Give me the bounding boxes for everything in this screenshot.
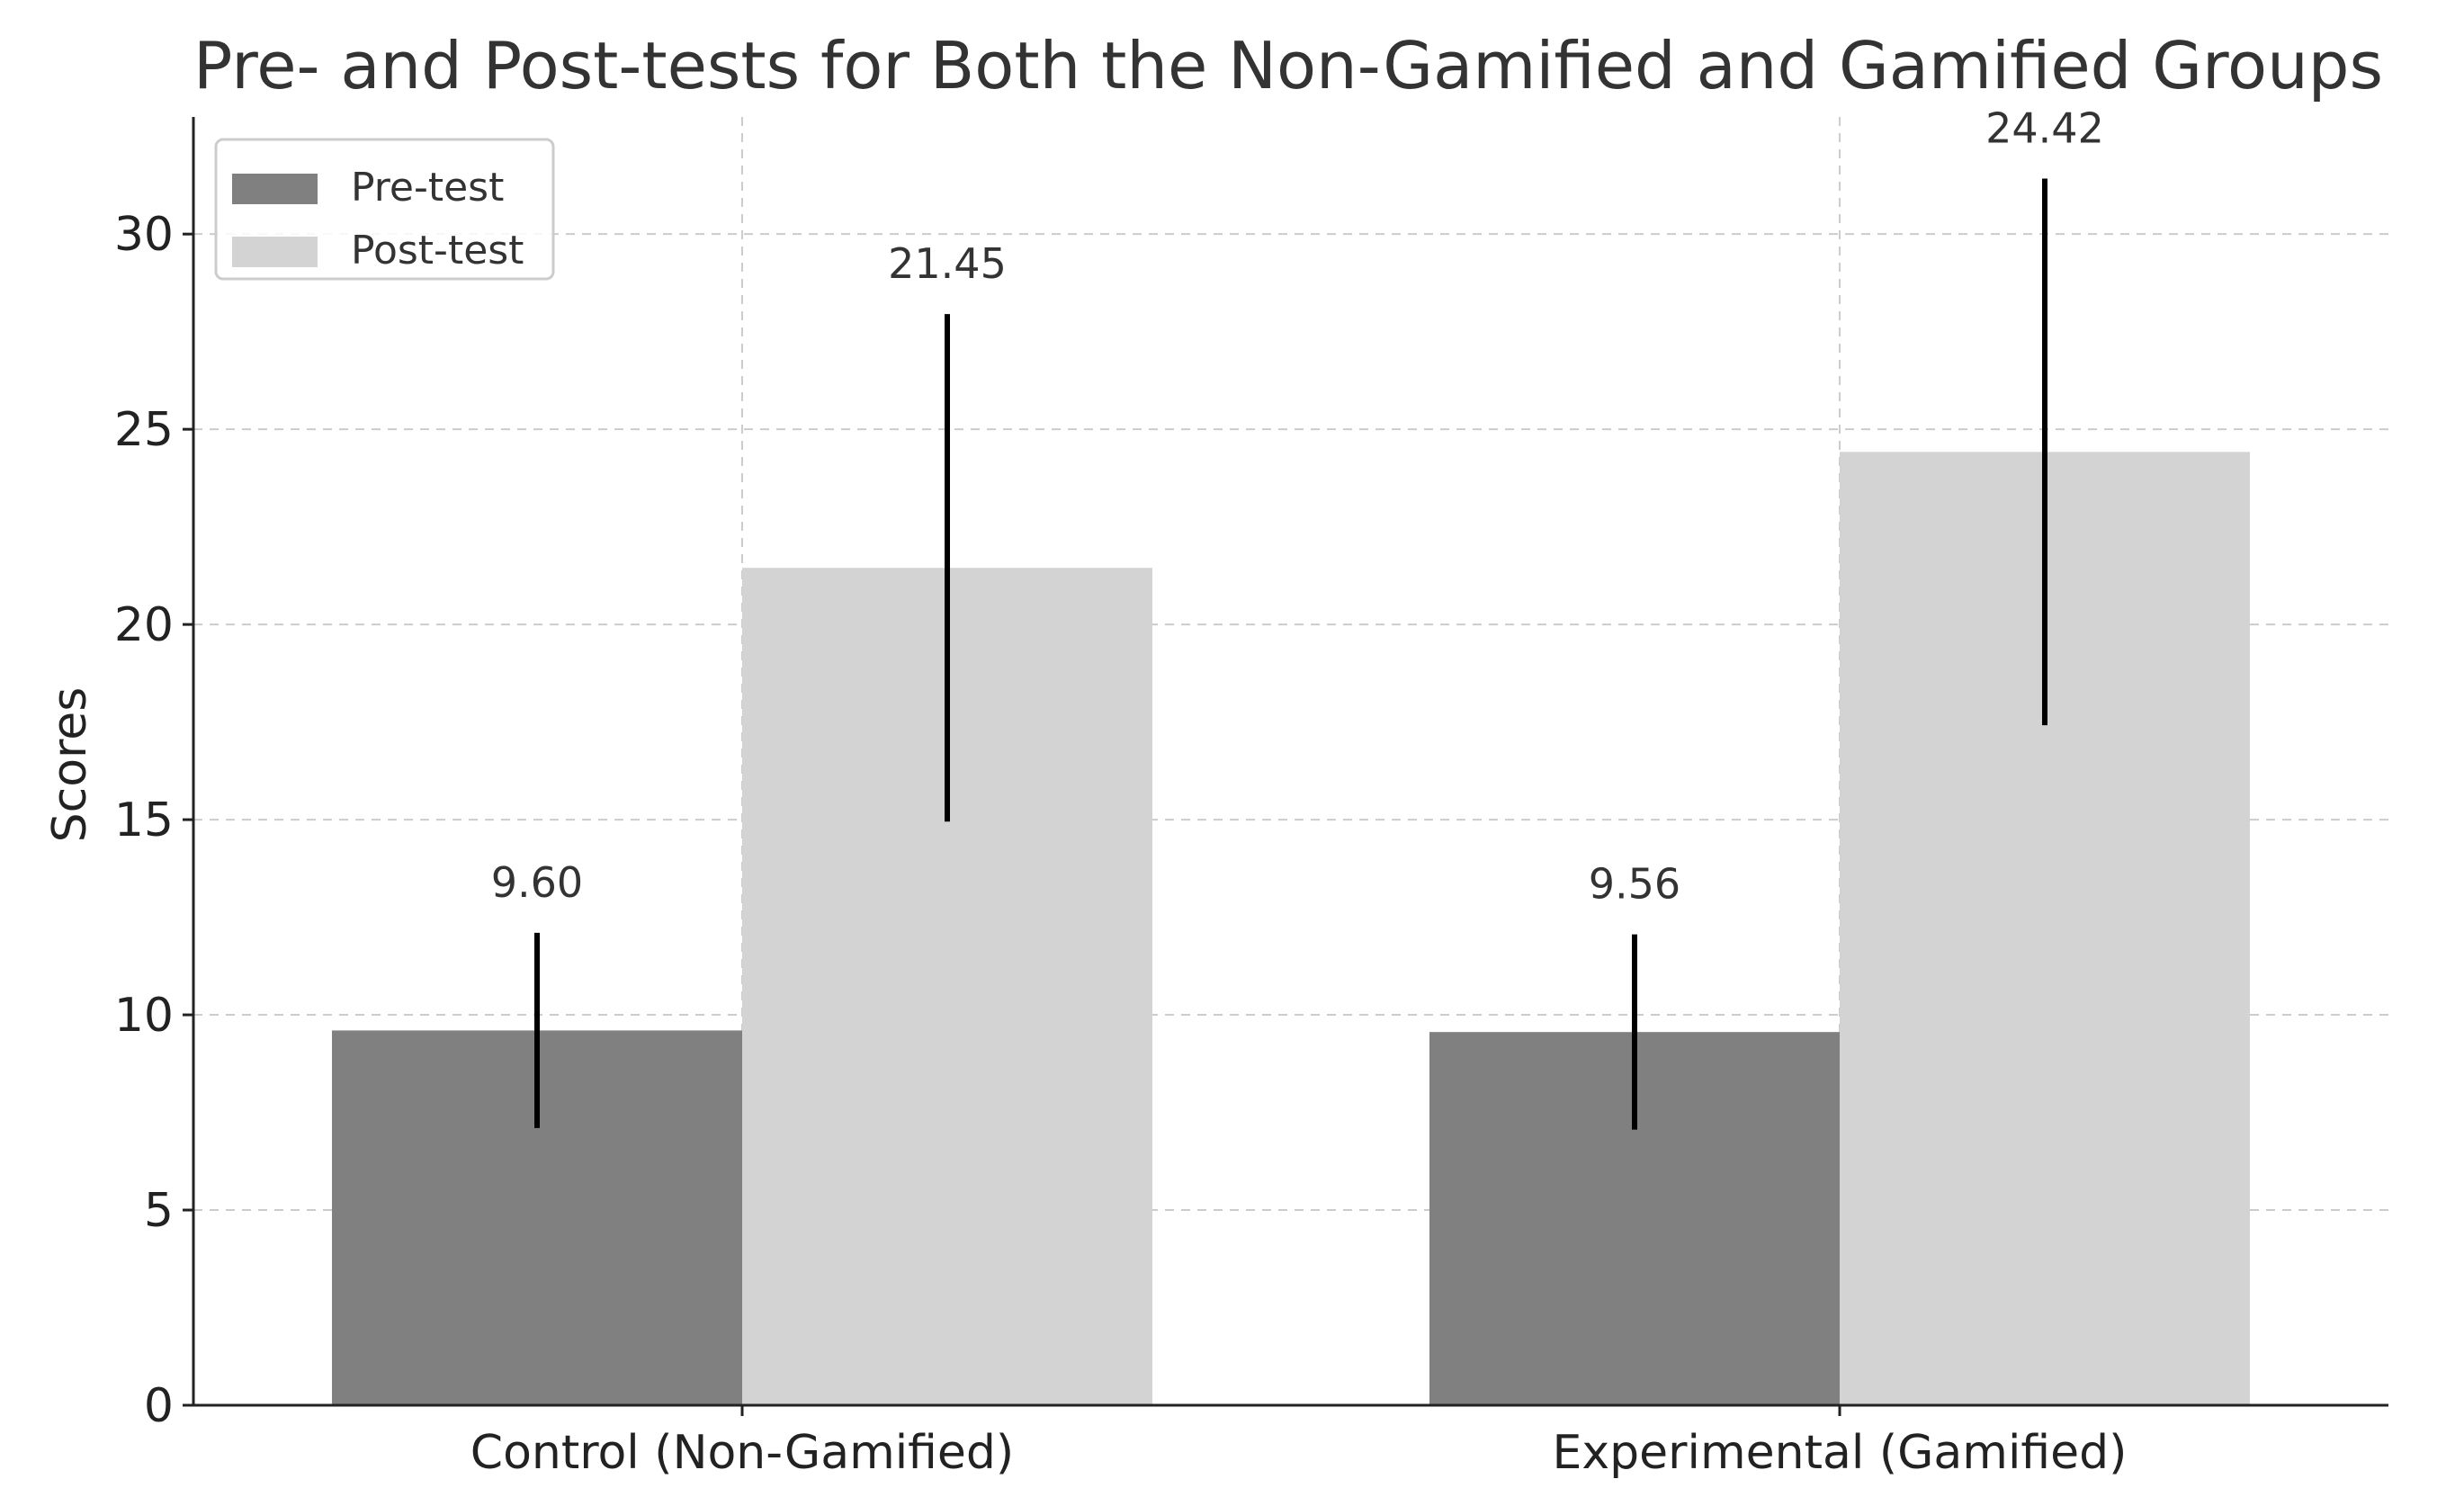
value-label-post-test-0: 21.45: [888, 239, 1007, 288]
y-tick-label-4: 20: [114, 598, 174, 652]
y-ticks: 0 5 10 15 20 25 30: [114, 208, 193, 1433]
x-tick-label-0: Control (Non-Gamified): [470, 1426, 1014, 1480]
x-ticks: Control (Non-Gamified) Experimental (Gami…: [470, 1405, 2128, 1480]
y-tick-label-5: 25: [114, 403, 174, 457]
value-labels: 9.60 9.56 21.45 24.42: [491, 104, 2104, 909]
axes: [192, 117, 2388, 1407]
y-tick-label-6: 30: [114, 208, 174, 262]
value-label-post-test-1: 24.42: [1985, 104, 2104, 153]
legend-swatch-pre-test: [232, 174, 318, 204]
legend: Pre-test Post-test: [214, 138, 555, 281]
legend-label-post-test: Post-test: [351, 228, 524, 273]
value-label-pre-test-1: 9.56: [1589, 860, 1680, 909]
y-axis-label: Scores: [43, 687, 97, 843]
chart-title: Pre- and Post-tests for Both the Non-Gam…: [193, 28, 2383, 103]
bars: [332, 452, 2250, 1405]
x-tick-label-1: Experimental (Gamified): [1553, 1426, 2128, 1480]
y-tick-label-2: 10: [114, 989, 174, 1043]
y-tick-label-1: 5: [144, 1184, 174, 1238]
y-tick-label-3: 15: [114, 793, 174, 847]
legend-label-pre-test: Pre-test: [351, 165, 504, 211]
error-bars: [534, 178, 2047, 1130]
value-label-pre-test-0: 9.60: [491, 858, 583, 907]
y-tick-label-0: 0: [144, 1379, 174, 1433]
legend-swatch-post-test: [232, 237, 318, 267]
